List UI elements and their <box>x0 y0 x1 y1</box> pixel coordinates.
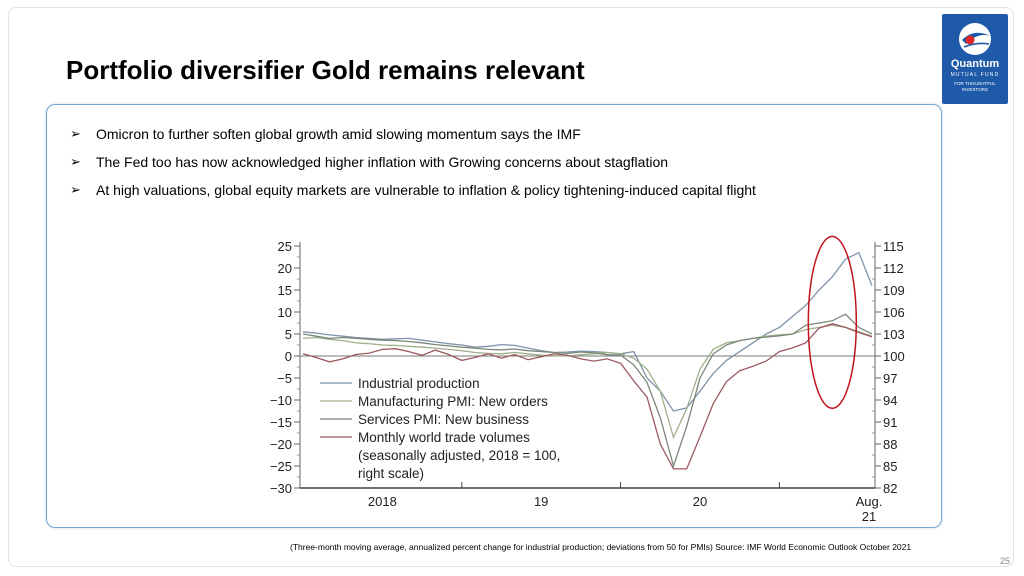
left-axis-tick-label: 20 <box>278 261 292 276</box>
left-axis-tick-label: −5 <box>277 371 292 386</box>
left-axis-tick-label: −20 <box>270 437 292 452</box>
right-axis-tick-label: 91 <box>883 415 897 430</box>
arrow-bullet-icon: ➢ <box>70 154 81 169</box>
left-axis-tick-label: 5 <box>285 327 292 342</box>
left-axis-tick-label: −15 <box>270 415 292 430</box>
bullet-list: ➢ Omicron to further soften global growth… <box>70 120 756 204</box>
imf-activity-chart: 25 20 15 10 5 0 −5 −10 −15 −20 −25 −30 115 112 109 106 1… <box>270 235 905 524</box>
logo-brand-name: Quantum <box>950 58 1000 70</box>
right-axis-tick-label: 109 <box>883 283 905 298</box>
left-axis-tick-label: −25 <box>270 459 292 474</box>
slide-title: Portfolio diversifier Gold remains relev… <box>66 55 585 85</box>
left-axis-tick-label: 10 <box>278 305 292 320</box>
right-axis-tick-label: 97 <box>883 371 897 386</box>
right-axis-tick-label: 115 <box>883 239 904 254</box>
left-axis-tick-label: −10 <box>270 393 292 408</box>
logo-brand-sub: MUTUAL FUND <box>950 72 1000 78</box>
right-axis-tick-label: 94 <box>883 393 897 408</box>
series-line <box>302 324 873 440</box>
right-axis-tick-label: 112 <box>883 261 904 276</box>
bullet-item: ➢ Omicron to further soften global growth… <box>70 120 756 148</box>
legend-label: Monthly world trade volumes <box>358 430 530 445</box>
logo-tagline-line1: FOR THOUGHTFUL <box>954 81 996 86</box>
bullet-text: The Fed too has now acknowledged higher … <box>96 154 669 170</box>
left-axis-tick-label: 25 <box>278 239 292 254</box>
bullet-text: At high valuations, global equity market… <box>96 182 756 198</box>
right-axis-tick-label: 106 <box>883 305 905 320</box>
arrow-bullet-icon: ➢ <box>70 126 81 141</box>
series-line <box>302 251 873 412</box>
right-axis-tick-label: 88 <box>883 437 897 452</box>
highlight-ellipse <box>807 235 858 410</box>
x-axis-tick-label: 21 <box>862 509 876 524</box>
legend-label: Services PMI: New business <box>358 412 529 427</box>
legend-label: Industrial production <box>358 376 480 391</box>
x-axis-tick-label: Aug. <box>856 494 883 509</box>
page-number: 25 <box>1000 556 1011 566</box>
x-axis-tick-label: 20 <box>693 494 707 509</box>
right-axis-tick-label: 82 <box>883 481 897 496</box>
arrow-bullet-icon: ➢ <box>70 182 81 197</box>
left-axis-tick-label: 15 <box>278 283 292 298</box>
legend-label: (seasonally adjusted, 2018 = 100, <box>358 448 560 463</box>
right-axis-tick-label: 100 <box>883 349 905 364</box>
quantum-logo: Quantum MUTUAL FUND FOR THOUGHTFUL INVES… <box>942 14 1008 104</box>
left-axis-tick-label: −30 <box>270 481 292 496</box>
x-axis-tick-label: 19 <box>534 494 548 509</box>
globe-emblem-icon <box>959 23 991 55</box>
legend-label: right scale) <box>358 466 424 481</box>
left-axis-tick-label: 0 <box>285 349 292 364</box>
bullet-text: Omicron to further soften global growth … <box>96 126 581 142</box>
legend-label: Manufacturing PMI: New orders <box>358 394 548 409</box>
logo-tagline: FOR THOUGHTFUL INVESTORS <box>942 81 1008 93</box>
chart-footnote: (Three-month moving average, annualized … <box>290 542 912 552</box>
series-line <box>302 313 873 469</box>
series-line <box>302 323 873 470</box>
right-axis-tick-label: 85 <box>883 459 897 474</box>
bullet-item: ➢ The Fed too has now acknowledged higher… <box>70 148 756 176</box>
slide-frame <box>8 7 1014 567</box>
bullet-item: ➢ At high valuations, global equity marke… <box>70 176 756 204</box>
logo-tagline-line2: INVESTORS <box>962 87 988 92</box>
right-axis-tick-label: 103 <box>883 327 905 342</box>
x-axis-tick-label: 2018 <box>368 494 397 509</box>
